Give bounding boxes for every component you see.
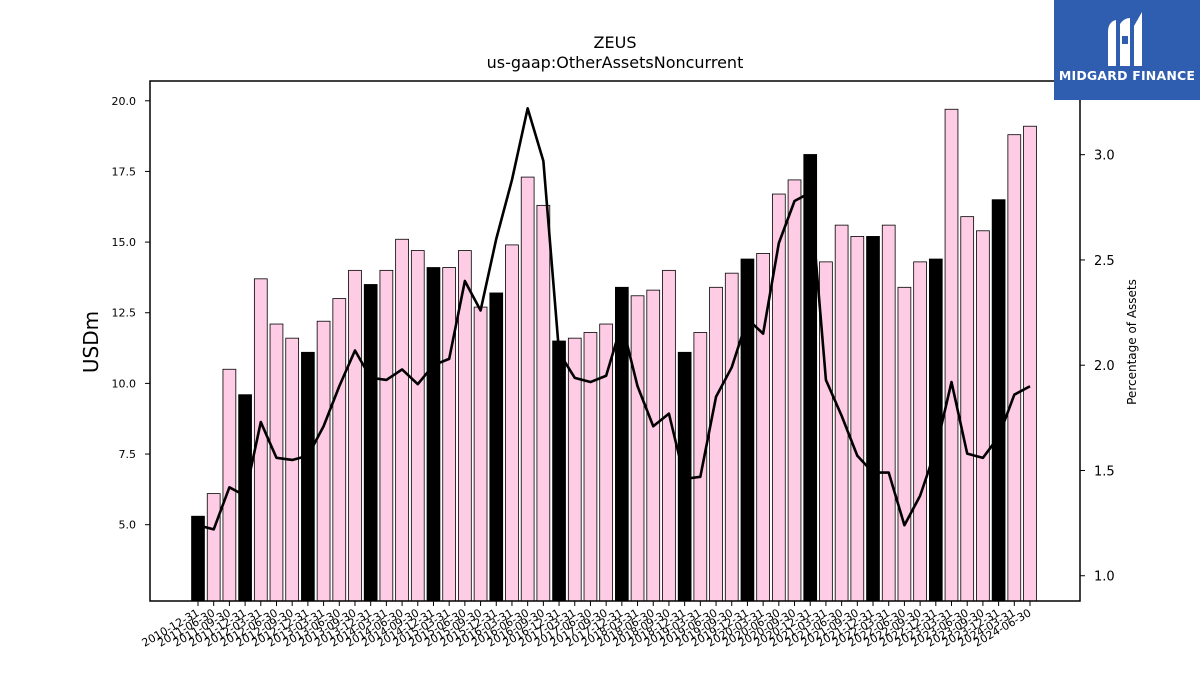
- bar: [724, 272, 739, 602]
- bar: [850, 236, 865, 602]
- bar: [599, 323, 613, 602]
- bar: [583, 332, 598, 602]
- midgard-m-logo-icon: [1108, 12, 1142, 66]
- y-tick-label: 17.5: [112, 165, 137, 178]
- bar: [866, 236, 880, 602]
- bar: [991, 199, 1006, 602]
- y-tick-label: 5.0: [119, 519, 137, 532]
- bar: [316, 320, 331, 602]
- bar: [646, 289, 661, 602]
- bar: [536, 204, 551, 602]
- bar: [552, 340, 566, 602]
- line-layer: [197, 107, 1031, 531]
- bar: [206, 493, 221, 602]
- y-tick-label: 10.0: [112, 377, 137, 390]
- bar: [630, 295, 645, 602]
- bar: [913, 261, 927, 602]
- y-tick-label: 12.5: [112, 307, 137, 320]
- bar: [269, 323, 284, 602]
- bar: [285, 337, 300, 602]
- bar: [520, 176, 535, 602]
- bar: [473, 306, 488, 602]
- bar: [379, 269, 394, 602]
- bar: [771, 193, 786, 602]
- bar: [976, 230, 990, 602]
- bar: [505, 244, 519, 602]
- y-axis-label: USDm: [79, 311, 103, 373]
- y2-tick-label: 2.0: [1094, 359, 1115, 374]
- bar: [348, 269, 362, 602]
- brand-logo: MIDGARD FINANCE: [1054, 0, 1200, 100]
- bar: [881, 224, 896, 602]
- y-tick-label: 20.0: [112, 95, 137, 108]
- bar: [191, 515, 205, 602]
- percentage-line: [197, 107, 1031, 531]
- y2-tick-label: 3.0: [1094, 149, 1115, 164]
- bar: [740, 258, 755, 602]
- bar: [395, 238, 409, 602]
- y2-tick-label: 1.0: [1094, 570, 1115, 585]
- bar: [489, 292, 504, 602]
- bar: [1007, 134, 1022, 602]
- bars-layer: [191, 108, 1037, 602]
- bar: [897, 286, 912, 602]
- y-tick-label: 7.5: [119, 448, 137, 461]
- y2-axis-label: Percentage of Assets: [1125, 279, 1139, 405]
- brand-name: MIDGARD FINANCE: [1058, 68, 1196, 83]
- bar: [332, 298, 347, 602]
- y2-tick-label: 2.5: [1094, 254, 1115, 269]
- y2-axis-ticks: 1.0 1.5 2.0 2.5 3.0: [1080, 149, 1115, 585]
- bar: [960, 216, 975, 602]
- bar: [787, 179, 802, 602]
- bar: [238, 394, 252, 602]
- y-axis-ticks: 5.0 7.5 10.0 12.5 15.0 17.5 20.0: [112, 95, 150, 532]
- bar: [222, 368, 237, 602]
- x-axis-ticks: 2010-12-312011-06-302011-09-302011-12-31…: [140, 601, 1034, 650]
- bar: [426, 267, 441, 602]
- bar: [693, 332, 708, 602]
- y2-tick-label: 1.5: [1094, 464, 1115, 479]
- bar: [442, 267, 457, 602]
- bar: [1023, 125, 1037, 602]
- bar: [803, 154, 818, 602]
- chart-title: ZEUS: [594, 33, 637, 52]
- chart-subtitle: us-gaap:OtherAssetsNoncurrent: [487, 53, 744, 72]
- bar: [944, 108, 959, 602]
- bar: [410, 250, 425, 602]
- bar: [363, 284, 378, 602]
- plot-frame: [149, 80, 1081, 602]
- bar: [709, 286, 723, 602]
- y-tick-label: 15.0: [112, 236, 137, 249]
- bar: [301, 351, 315, 602]
